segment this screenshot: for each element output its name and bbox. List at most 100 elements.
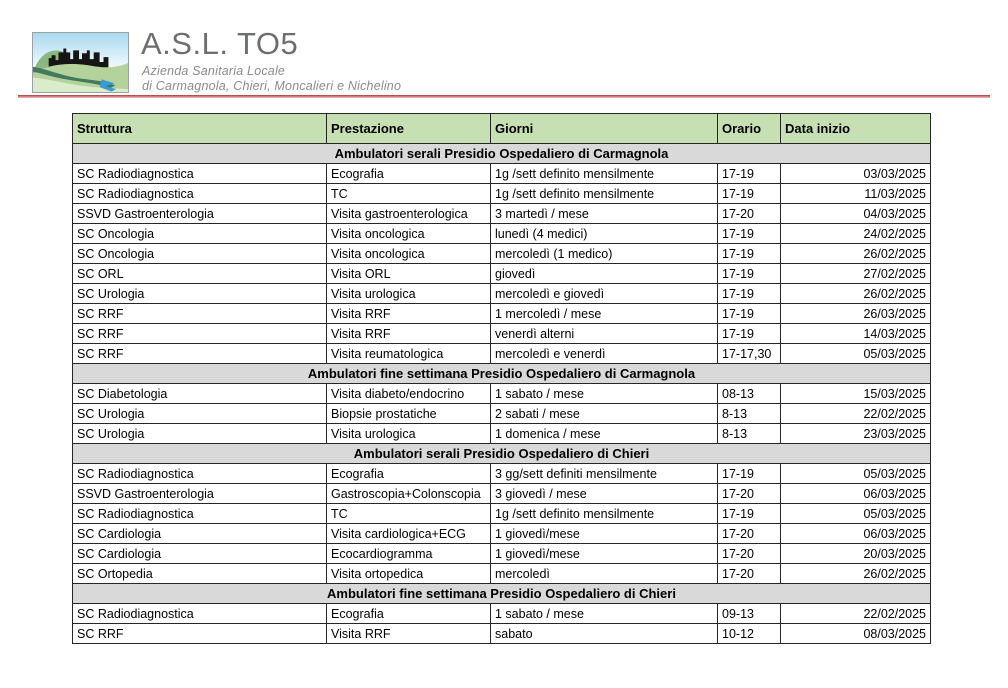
table-row: SC Diabetologia Visita diabeto/endocrino 1… — [72, 383, 931, 404]
cell-giorni: 3 giovedì / mese — [490, 483, 718, 504]
cell-struttura: SC Radiodiagnostica — [72, 463, 327, 484]
cell-struttura: SSVD Gastroenterologia — [72, 483, 327, 504]
cell-data-inizio: 26/02/2025 — [780, 563, 931, 584]
cell-orario: 8-13 — [717, 403, 781, 424]
section-title: Ambulatori fine settimana Presidio Osped… — [72, 583, 931, 604]
cell-data-inizio: 05/03/2025 — [780, 343, 931, 364]
asl-to5-logo-icon — [32, 32, 129, 93]
cell-prestazione: Biopsie prostatiche — [326, 403, 491, 424]
cell-prestazione: TC — [326, 503, 491, 524]
cell-orario: 09-13 — [717, 603, 781, 624]
table-row: SC Radiodiagnostica TC 1g /sett definito m… — [72, 503, 931, 524]
cell-orario: 17-19 — [717, 263, 781, 284]
cell-giorni: mercoledì e venerdì — [490, 343, 718, 364]
cell-orario: 17-20 — [717, 483, 781, 504]
ambulatori-schedule-table: Struttura Prestazione Giorni Orario Data ini… — [72, 113, 931, 644]
section-title: Ambulatori fine settimana Presidio Osped… — [72, 363, 931, 384]
table-row: SC RRF Visita RRF 1 mercoledì / mese 17-19 2… — [72, 303, 931, 324]
table-row: SC Urologia Visita urologica mercoledì e g… — [72, 283, 931, 304]
cell-struttura: SC Oncologia — [72, 243, 327, 264]
cell-struttura: SC RRF — [72, 343, 327, 364]
cell-giorni: sabato — [490, 623, 718, 644]
cell-prestazione: Visita urologica — [326, 423, 491, 444]
cell-struttura: SC Urologia — [72, 423, 327, 444]
cell-data-inizio: 05/03/2025 — [780, 463, 931, 484]
cell-giorni: 3 gg/sett definiti mensilmente — [490, 463, 718, 484]
org-subtitle-line2: di Carmagnola, Chieri, Moncalieri e Nich… — [142, 79, 402, 93]
cell-struttura: SC RRF — [72, 303, 327, 324]
cell-prestazione: Visita oncologica — [326, 243, 491, 264]
cell-giorni: mercoledì (1 medico) — [490, 243, 718, 264]
cell-orario: 08-13 — [717, 383, 781, 404]
table-row: SC ORL Visita ORL giovedì 17-19 27/02/2025 — [72, 263, 931, 284]
cell-data-inizio: 06/03/2025 — [780, 483, 931, 504]
cell-data-inizio: 26/02/2025 — [780, 243, 931, 264]
column-header-struttura: Struttura — [72, 113, 327, 144]
cell-data-inizio: 23/03/2025 — [780, 423, 931, 444]
cell-orario: 8-13 — [717, 423, 781, 444]
cell-orario: 17-19 — [717, 183, 781, 204]
cell-prestazione: Ecocardiogramma — [326, 543, 491, 564]
cell-giorni: 1 sabato / mese — [490, 603, 718, 624]
org-subtitle-line1: Azienda Sanitaria Locale — [142, 64, 286, 78]
cell-prestazione: TC — [326, 183, 491, 204]
cell-giorni: 1g /sett definito mensilmente — [490, 183, 718, 204]
table-row: SC Ortopedia Visita ortopedica mercoledì 17… — [72, 563, 931, 584]
section-header-row: Ambulatori serali Presidio Ospedaliero d… — [72, 143, 931, 164]
cell-data-inizio: 22/02/2025 — [780, 603, 931, 624]
column-header-row: Struttura Prestazione Giorni Orario Data ini… — [72, 113, 931, 144]
cell-giorni: 1 giovedì/mese — [490, 523, 718, 544]
table-row: SC Oncologia Visita oncologica mercoledì (… — [72, 243, 931, 264]
cell-orario: 10-12 — [717, 623, 781, 644]
column-header-data-inizio: Data inizio — [780, 113, 931, 144]
cell-giorni: venerdì alterni — [490, 323, 718, 344]
cell-orario: 17-19 — [717, 323, 781, 344]
cell-prestazione: Visita oncologica — [326, 223, 491, 244]
cell-prestazione: Gastroscopia+Colonscopia — [326, 483, 491, 504]
cell-struttura: SC Diabetologia — [72, 383, 327, 404]
cell-data-inizio: 15/03/2025 — [780, 383, 931, 404]
cell-struttura: SC Radiodiagnostica — [72, 503, 327, 524]
cell-struttura: SC Radiodiagnostica — [72, 163, 327, 184]
cell-giorni: 3 martedì / mese — [490, 203, 718, 224]
cell-data-inizio: 06/03/2025 — [780, 523, 931, 544]
cell-struttura: SC Urologia — [72, 283, 327, 304]
cell-struttura: SC ORL — [72, 263, 327, 284]
cell-prestazione: Visita cardiologica+ECG — [326, 523, 491, 544]
cell-giorni: 1 giovedì/mese — [490, 543, 718, 564]
cell-orario: 17-19 — [717, 223, 781, 244]
cell-giorni: 1g /sett definito mensilmente — [490, 503, 718, 524]
table-row: SC Oncologia Visita oncologica lunedì (4 m… — [72, 223, 931, 244]
table-row: SC RRF Visita reumatologica mercoledì e ve… — [72, 343, 931, 364]
cell-data-inizio: 14/03/2025 — [780, 323, 931, 344]
cell-giorni: 1 sabato / mese — [490, 383, 718, 404]
cell-orario: 17-20 — [717, 543, 781, 564]
cell-giorni: lunedì (4 medici) — [490, 223, 718, 244]
cell-giorni: 1 domenica / mese — [490, 423, 718, 444]
column-header-giorni: Giorni — [490, 113, 718, 144]
cell-struttura: SC RRF — [72, 623, 327, 644]
cell-struttura: SC RRF — [72, 323, 327, 344]
table-row: SC RRF Visita RRF venerdì alterni 17-19 14/0… — [72, 323, 931, 344]
cell-giorni: mercoledì — [490, 563, 718, 584]
section-header-row: Ambulatori serali Presidio Ospedaliero d… — [72, 443, 931, 464]
cell-struttura: SC Urologia — [72, 403, 327, 424]
cell-struttura: SC Ortopedia — [72, 563, 327, 584]
cell-prestazione: Visita diabeto/endocrino — [326, 383, 491, 404]
org-title: A.S.L. TO5 — [141, 26, 299, 61]
cell-prestazione: Visita reumatologica — [326, 343, 491, 364]
cell-data-inizio: 04/03/2025 — [780, 203, 931, 224]
cell-data-inizio: 22/02/2025 — [780, 403, 931, 424]
cell-data-inizio: 26/03/2025 — [780, 303, 931, 324]
cell-struttura: SC Radiodiagnostica — [72, 603, 327, 624]
table-row: SC RRF Visita RRF sabato 10-12 08/03/2025 — [72, 623, 931, 644]
table-row: SC Urologia Biopsie prostatiche 2 sabati /… — [72, 403, 931, 424]
cell-struttura: SC Oncologia — [72, 223, 327, 244]
cell-orario: 17-19 — [717, 303, 781, 324]
cell-prestazione: Visita urologica — [326, 283, 491, 304]
table-row: SC Radiodiagnostica Ecografia 1 sabato / m… — [72, 603, 931, 624]
cell-giorni: mercoledì e giovedì — [490, 283, 718, 304]
cell-prestazione: Ecografia — [326, 163, 491, 184]
column-header-orario: Orario — [717, 113, 781, 144]
